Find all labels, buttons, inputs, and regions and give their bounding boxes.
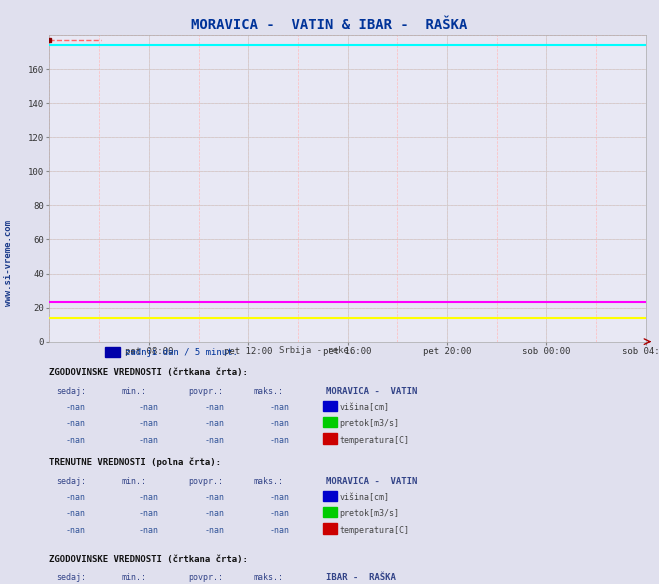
Text: maks.:: maks.: (254, 477, 284, 485)
Text: -nan: -nan (270, 493, 290, 502)
Text: www.si-vreme.com: www.si-vreme.com (4, 220, 13, 306)
Text: temperatura[C]: temperatura[C] (339, 526, 409, 534)
Text: min.:: min.: (122, 477, 147, 485)
Text: -nan: -nan (138, 493, 158, 502)
Text: -nan: -nan (138, 403, 158, 412)
Text: pretok[m3/s]: pretok[m3/s] (339, 419, 399, 428)
Text: -nan: -nan (66, 436, 86, 444)
Text: -nan: -nan (270, 403, 290, 412)
Text: -nan: -nan (270, 509, 290, 518)
Text: maks.:: maks.: (254, 387, 284, 395)
Text: -nan: -nan (66, 509, 86, 518)
Text: Srbija - reke.: Srbija - reke. (279, 346, 354, 355)
Text: povpr.:: povpr.: (188, 573, 223, 582)
Text: -nan: -nan (66, 419, 86, 428)
Text: -nan: -nan (204, 526, 224, 534)
Text: IBAR -  RAŠKA: IBAR - RAŠKA (326, 573, 396, 582)
Text: temperatura[C]: temperatura[C] (339, 436, 409, 444)
Text: -nan: -nan (204, 493, 224, 502)
Text: MORAVICA -  VATIN: MORAVICA - VATIN (326, 387, 418, 395)
Text: -nan: -nan (204, 419, 224, 428)
Text: sedaj:: sedaj: (56, 477, 86, 485)
Text: -nan: -nan (270, 526, 290, 534)
Text: -nan: -nan (204, 509, 224, 518)
Text: maks.:: maks.: (254, 573, 284, 582)
Text: višina[cm]: višina[cm] (339, 403, 389, 412)
Text: pretok[m3/s]: pretok[m3/s] (339, 509, 399, 518)
Text: -nan: -nan (270, 419, 290, 428)
Text: -nan: -nan (204, 403, 224, 412)
Text: zadnji dan / 5 minut.: zadnji dan / 5 minut. (125, 347, 238, 357)
Text: višina[cm]: višina[cm] (339, 493, 389, 502)
Text: povpr.:: povpr.: (188, 387, 223, 395)
Text: -nan: -nan (204, 436, 224, 444)
Text: ZGODOVINSKE VREDNOSTI (črtkana črta):: ZGODOVINSKE VREDNOSTI (črtkana črta): (49, 368, 248, 377)
Text: -nan: -nan (138, 526, 158, 534)
Text: MORAVICA -  VATIN & IBAR -  RAŠKA: MORAVICA - VATIN & IBAR - RAŠKA (191, 18, 468, 32)
Text: -nan: -nan (138, 509, 158, 518)
Text: TRENUTNE VREDNOSTI (polna črta):: TRENUTNE VREDNOSTI (polna črta): (49, 458, 221, 467)
Text: ZGODOVINSKE VREDNOSTI (črtkana črta):: ZGODOVINSKE VREDNOSTI (črtkana črta): (49, 555, 248, 564)
Text: sedaj:: sedaj: (56, 387, 86, 395)
Text: MORAVICA -  VATIN: MORAVICA - VATIN (326, 477, 418, 485)
Text: -nan: -nan (66, 403, 86, 412)
Text: min.:: min.: (122, 387, 147, 395)
Text: sedaj:: sedaj: (56, 573, 86, 582)
Text: -nan: -nan (270, 436, 290, 444)
Text: -nan: -nan (66, 493, 86, 502)
Text: povpr.:: povpr.: (188, 477, 223, 485)
Text: -nan: -nan (138, 436, 158, 444)
Text: -nan: -nan (138, 419, 158, 428)
Text: -nan: -nan (66, 526, 86, 534)
Text: min.:: min.: (122, 573, 147, 582)
